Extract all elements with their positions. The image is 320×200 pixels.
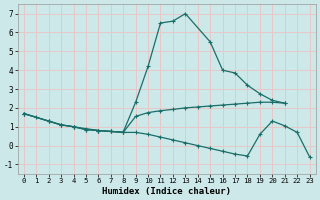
X-axis label: Humidex (Indice chaleur): Humidex (Indice chaleur) [102, 187, 231, 196]
